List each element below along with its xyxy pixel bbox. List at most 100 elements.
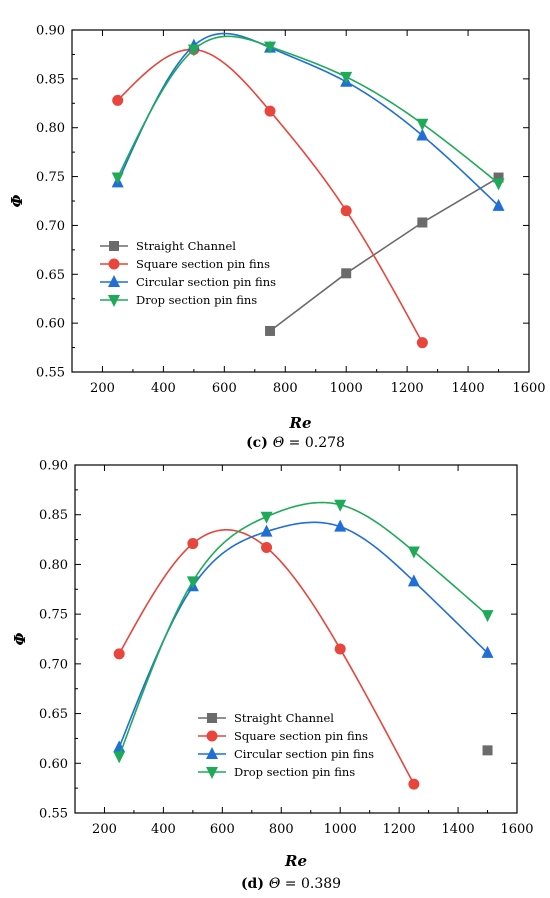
legend-entry: Square section pin fins <box>234 729 368 743</box>
data-point <box>492 198 505 211</box>
series-square-section-pin-fins <box>113 529 420 790</box>
x-tick-label: 1000 <box>324 822 357 837</box>
x-tick-label: 800 <box>269 822 294 837</box>
legend-entry: Straight Channel <box>234 711 334 725</box>
y-tick-label: 0.55 <box>39 807 68 822</box>
x-tick-label: 800 <box>273 381 298 396</box>
y-tick-label: 0.90 <box>36 24 65 39</box>
x-tick-label: 1600 <box>512 381 545 396</box>
y-tick-label: 0.70 <box>36 219 65 234</box>
y-tick-label: 0.75 <box>39 608 68 623</box>
data-point <box>493 172 504 183</box>
y-tick-label: 0.90 <box>39 459 68 474</box>
x-axis-label: Re <box>284 852 307 870</box>
x-tick-label: 1200 <box>383 822 416 837</box>
data-point <box>187 44 200 57</box>
plot-frame <box>71 29 530 373</box>
y-axis-label: Φ <box>11 632 29 645</box>
series-line <box>118 521 489 748</box>
x-tick-label: 1600 <box>500 822 533 837</box>
caption-label: (d) <box>241 876 269 892</box>
y-tick-label: 0.65 <box>36 268 65 283</box>
x-tick-label: 200 <box>92 822 117 837</box>
y-tick-label: 0.60 <box>39 757 68 772</box>
legend-marker <box>108 275 120 287</box>
legend: Straight Channel Square section pin fins C… <box>100 239 276 307</box>
data-point <box>334 643 346 655</box>
data-point <box>340 205 352 217</box>
data-point <box>187 538 199 550</box>
x-tick-label: 200 <box>90 381 115 396</box>
caption-value: = 0.278 <box>284 435 345 451</box>
x-tick-label: 400 <box>151 381 176 396</box>
panel-caption: (d) Θ = 0.389 <box>241 876 341 892</box>
x-tick-label: 600 <box>212 381 237 396</box>
legend-marker <box>108 295 120 307</box>
data-point <box>416 128 429 141</box>
data-point <box>340 71 353 84</box>
series-drop-section-pin-fins <box>113 499 494 764</box>
data-point <box>408 778 420 790</box>
panel-caption: (c) Θ = 0.278 <box>246 435 345 451</box>
legend-marker <box>206 767 218 779</box>
series-line <box>118 501 489 757</box>
series-line <box>116 32 500 207</box>
y-axis-label: Φ <box>8 194 26 207</box>
data-point <box>260 524 273 537</box>
caption-symbol: Θ <box>273 435 285 451</box>
series-line <box>269 176 499 332</box>
data-point <box>341 268 352 279</box>
legend-entry: Drop section pin fins <box>234 765 355 779</box>
legend-marker <box>207 713 217 723</box>
data-point <box>186 576 199 589</box>
x-tick-label: 400 <box>151 822 176 837</box>
y-tick-label: 0.80 <box>39 558 68 573</box>
y-tick-label: 0.70 <box>39 657 68 672</box>
y-tick-label: 0.75 <box>36 170 65 185</box>
legend-marker <box>108 258 120 270</box>
series-straight-channel <box>482 745 493 756</box>
y-tick-label: 0.85 <box>36 72 65 87</box>
data-point <box>481 610 494 623</box>
data-point <box>260 511 273 524</box>
legend-entry: Straight Channel <box>136 239 236 253</box>
x-tick-label: 1400 <box>452 381 485 396</box>
legend-marker <box>109 241 119 251</box>
legend-entry: Drop section pin fins <box>136 293 257 307</box>
data-point <box>417 217 428 228</box>
series-line <box>116 35 500 185</box>
caption-symbol: Θ <box>269 876 281 892</box>
legend-entry: Circular section pin fins <box>136 275 276 289</box>
data-point <box>113 751 126 764</box>
data-point <box>482 745 493 756</box>
y-tick-label: 0.60 <box>36 317 65 332</box>
data-point <box>334 519 347 532</box>
caption-label: (c) <box>246 435 273 451</box>
data-point <box>111 172 124 185</box>
data-point <box>407 574 420 587</box>
data-point <box>265 325 276 336</box>
caption-value: = 0.389 <box>280 876 341 892</box>
data-point <box>261 542 273 554</box>
x-axis-label: Re <box>288 414 311 432</box>
legend-entry: Circular section pin fins <box>234 747 374 761</box>
legend-marker <box>206 747 218 759</box>
data-point <box>264 41 277 54</box>
data-point <box>264 105 276 117</box>
data-point <box>492 178 505 191</box>
data-point <box>407 546 420 559</box>
y-tick-label: 0.65 <box>39 707 68 722</box>
data-point <box>481 645 494 658</box>
legend-entry: Square section pin fins <box>136 257 270 271</box>
series-straight-channel <box>265 172 504 336</box>
data-point <box>113 648 125 660</box>
x-tick-label: 1200 <box>391 381 424 396</box>
series-drop-section-pin-fins <box>111 35 505 191</box>
data-point <box>334 499 347 512</box>
y-tick-label: 0.85 <box>39 508 68 523</box>
y-tick-label: 0.55 <box>36 366 65 381</box>
x-tick-label: 1000 <box>330 381 363 396</box>
chart-panel-c: 200 400 600 800 1000 1200 1400 1600 0.55 0.60 0.65… <box>8 24 546 452</box>
y-tick-label: 0.80 <box>36 121 65 136</box>
